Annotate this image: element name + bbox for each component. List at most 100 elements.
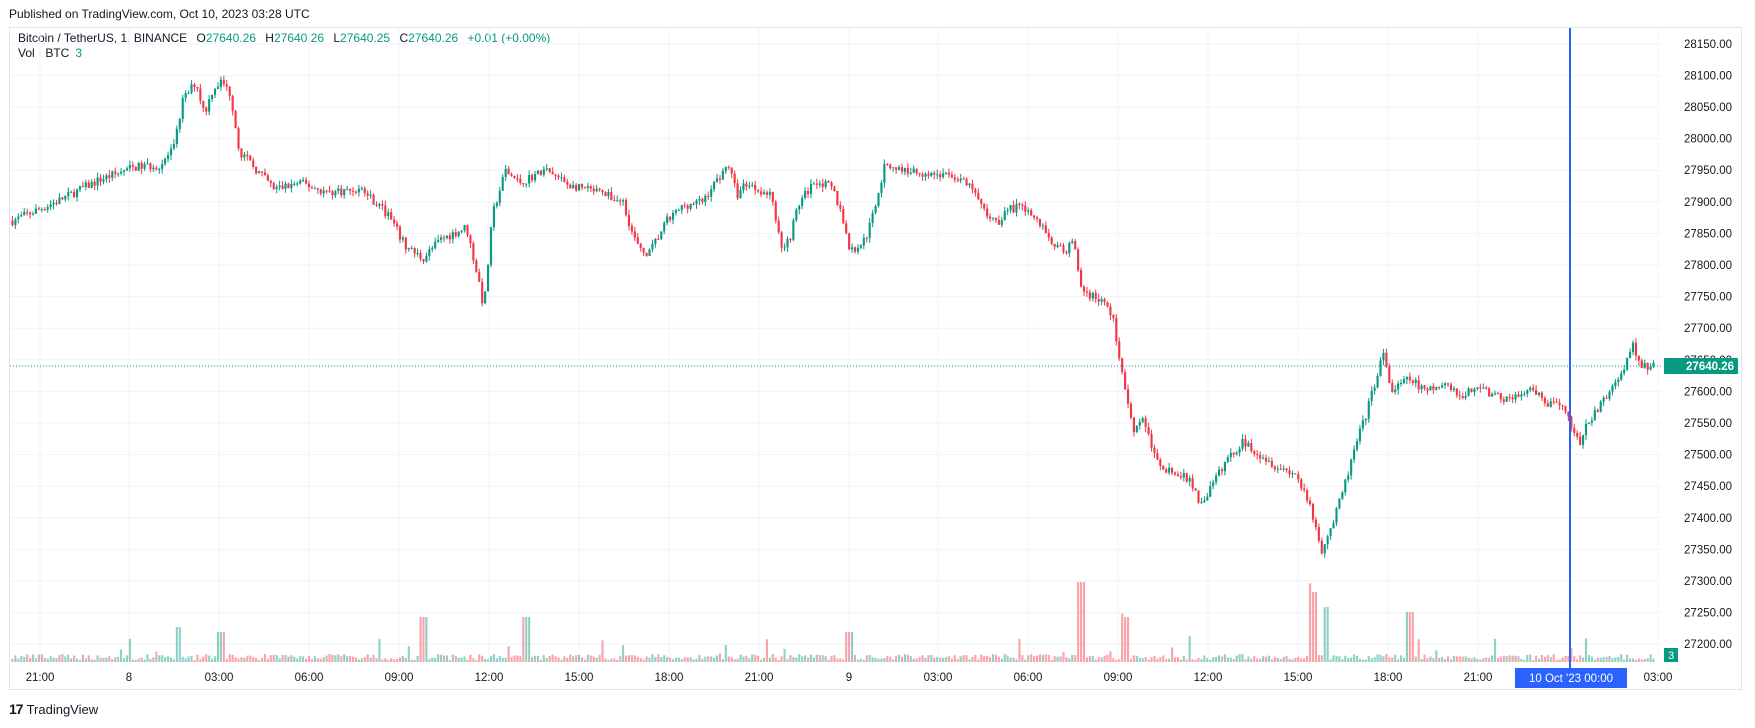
volume-bar (1652, 658, 1655, 662)
candle-body (704, 195, 707, 203)
candle-body (583, 187, 586, 189)
volume-bar (75, 658, 79, 662)
crosshair-time-label: 10 Oct '23 00:00 (1529, 673, 1613, 685)
candle-body (299, 180, 302, 184)
volume-bar (1347, 657, 1350, 662)
candle-body (1532, 387, 1535, 390)
x-axis-tick-label: 03:00 (1644, 672, 1673, 684)
candle-body (1620, 373, 1623, 380)
volume-bar (1179, 659, 1182, 662)
candle-body (1194, 488, 1197, 491)
x-axis-tick-label: 06:00 (1014, 672, 1043, 684)
candle-body (1631, 342, 1635, 353)
volume-bar (536, 655, 540, 662)
chart-frame[interactable] (9, 27, 1742, 690)
candle-body (1391, 382, 1394, 392)
volume-bar (680, 659, 683, 662)
candle-body (398, 226, 402, 240)
volume-bar (1188, 635, 1191, 662)
candle-body (243, 154, 246, 158)
volume-bar (809, 654, 813, 662)
candle-body (1596, 410, 1599, 412)
candle-body (1015, 203, 1018, 213)
volume-bar (1273, 656, 1276, 662)
candle-body (883, 163, 886, 183)
x-axis-tick-label: 9 (846, 672, 852, 684)
volume-bar (1461, 656, 1464, 662)
candle-body (26, 211, 29, 213)
volume-bar (428, 658, 431, 662)
volume-bar (915, 658, 918, 662)
volume-bar (213, 656, 217, 662)
candle-body (1540, 392, 1544, 399)
volume-bar (378, 638, 381, 662)
candle-body (125, 168, 129, 171)
volume-bar (105, 657, 108, 662)
volume-bar (437, 654, 440, 662)
candle-body (1423, 385, 1426, 389)
volume-bar (648, 657, 651, 662)
candle-body (448, 235, 451, 240)
volume-bar (551, 654, 554, 662)
candle-body (1358, 428, 1362, 442)
candle-body (504, 168, 507, 177)
volume-bar (997, 656, 1000, 662)
candle-body (519, 178, 522, 184)
volume-bar (1238, 654, 1241, 662)
volume-bar (674, 657, 678, 662)
candle-body (592, 188, 595, 192)
volume-bar (974, 654, 977, 662)
volume-bar (1276, 657, 1279, 662)
volume-bar (357, 659, 360, 662)
y-axis-tick-label: 28100.00 (1684, 70, 1732, 82)
volume-bar (125, 655, 129, 662)
volume-bar (299, 656, 302, 662)
volume-bar (677, 657, 680, 662)
volume-bar (548, 656, 551, 662)
volume-bar (1197, 657, 1200, 662)
volume-bar (1529, 654, 1532, 662)
candle-body (1012, 205, 1015, 213)
volume-bar (1171, 647, 1174, 662)
volume-bar (671, 659, 675, 662)
symbol-label[interactable]: Bitcoin / TetherUS, 1, BINANCE (18, 31, 188, 45)
candle-body (1452, 388, 1455, 391)
volume-label[interactable]: Vol · BTC (18, 46, 70, 60)
volume-bar (836, 658, 839, 662)
volume-bar (1220, 656, 1224, 662)
candle-body (1282, 468, 1285, 470)
candle-body (818, 183, 821, 185)
candle-body (1370, 390, 1373, 402)
candle-body (1288, 470, 1291, 475)
volume-bar (1643, 658, 1646, 662)
candle-body (1341, 492, 1344, 499)
volume-bar (736, 658, 739, 662)
candle-body (1364, 418, 1367, 421)
y-axis-tick-label: 27200.00 (1684, 639, 1732, 651)
candle-body (1344, 479, 1347, 493)
candle-body (733, 173, 736, 184)
volume-bar (795, 657, 798, 662)
x-axis-tick-label: 03:00 (205, 672, 234, 684)
candle-body (806, 191, 810, 195)
candle-body (40, 209, 43, 211)
volume-bar (554, 656, 557, 662)
volume-bar (360, 658, 363, 662)
candle-body (572, 185, 575, 189)
candle-body (1628, 352, 1632, 358)
candle-body (657, 238, 660, 240)
candle-body (1041, 225, 1044, 227)
volume-bar (1379, 654, 1382, 662)
volume-bar (434, 657, 437, 662)
tradingview-logo[interactable]: 17 TradingView (9, 701, 98, 717)
volume-bar (1041, 654, 1044, 662)
candle-body (316, 188, 319, 190)
last-price-badge (1664, 357, 1738, 374)
volume-bar (1311, 592, 1315, 662)
volume-bar (1291, 659, 1294, 662)
volume-bar (1279, 659, 1282, 662)
volume-bar (1364, 659, 1367, 662)
volume-bar (1141, 658, 1144, 662)
candle-body (260, 171, 264, 173)
